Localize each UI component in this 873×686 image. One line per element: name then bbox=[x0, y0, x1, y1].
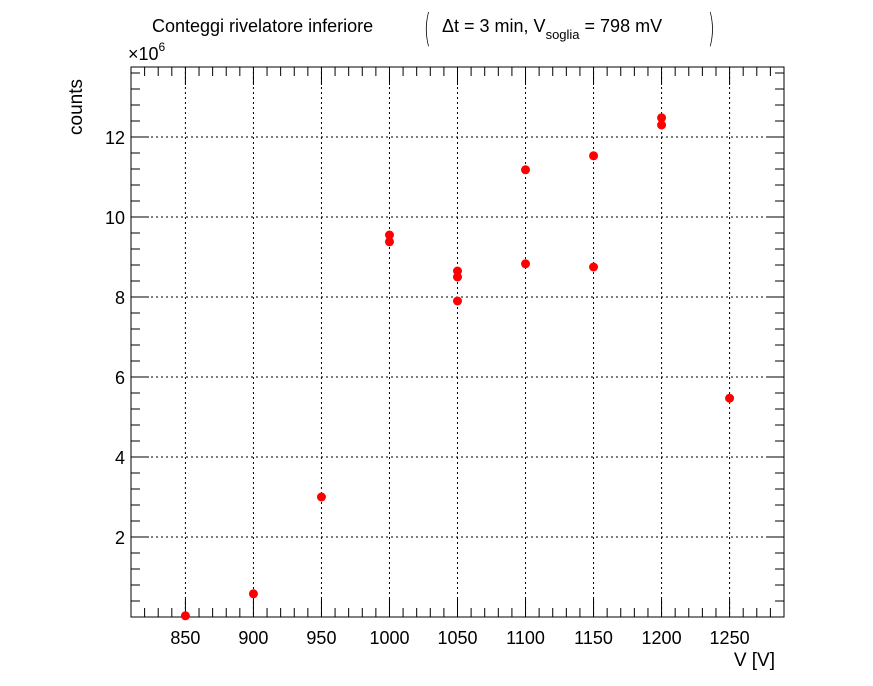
chart-title: Conteggi rivelatore inferiore bbox=[152, 16, 374, 36]
data-point bbox=[657, 113, 667, 123]
chart-subtitle: Δt = 3 min, Vsoglia = 798 mV bbox=[442, 16, 663, 42]
y-tick-label: 4 bbox=[115, 448, 125, 468]
y-tick-label: 8 bbox=[115, 288, 125, 308]
y-exponent-base: ×10 bbox=[128, 44, 159, 64]
y-tick-label: 12 bbox=[105, 128, 125, 148]
tick-labels-layer: 850 900 950 1000 1050 1100 1150 1200 1250 2 4 6 8 10 1… bbox=[105, 128, 750, 648]
data-point bbox=[521, 165, 531, 175]
right-paren-glyph: ) bbox=[708, 6, 715, 50]
chart-title-area: Conteggi rivelatore inferiore ( Δt = 3 m… bbox=[0, 6, 873, 60]
x-tick-label: 1050 bbox=[437, 628, 477, 648]
y-exponent-label: ×106 bbox=[128, 40, 166, 65]
y-exponent-power: 6 bbox=[158, 40, 166, 54]
data-point bbox=[384, 230, 394, 240]
data-point bbox=[589, 151, 599, 161]
x-tick-label: 1000 bbox=[369, 628, 409, 648]
data-point bbox=[725, 393, 735, 403]
subtitle-suffix: = 798 mV bbox=[579, 16, 663, 36]
x-tick-label: 1100 bbox=[506, 628, 545, 648]
x-tick-label: 950 bbox=[306, 628, 336, 648]
subtitle-subscript: soglia bbox=[545, 27, 580, 42]
grid-layer bbox=[131, 67, 784, 617]
data-point bbox=[589, 262, 599, 272]
ticks-layer bbox=[130, 67, 785, 618]
x-tick-label: 900 bbox=[238, 628, 268, 648]
data-point bbox=[453, 272, 462, 282]
x-tick-label: 1200 bbox=[642, 628, 682, 648]
left-paren-glyph: ( bbox=[424, 6, 431, 50]
data-point bbox=[248, 589, 258, 599]
y-tick-label: 6 bbox=[115, 368, 125, 388]
x-axis-label: V [V] bbox=[733, 650, 775, 671]
x-tick-label: 1150 bbox=[574, 628, 613, 648]
y-tick-label: 10 bbox=[105, 208, 125, 228]
data-point bbox=[521, 259, 531, 269]
data-point bbox=[384, 237, 394, 247]
data-point bbox=[453, 296, 462, 306]
data-points-layer bbox=[180, 113, 735, 621]
data-point bbox=[316, 492, 326, 502]
subtitle-prefix: Δt = 3 min, V bbox=[442, 16, 546, 36]
x-tick-label: 850 bbox=[170, 628, 200, 648]
x-tick-label: 1250 bbox=[710, 628, 750, 648]
data-point bbox=[657, 120, 667, 130]
plot-frame bbox=[130, 66, 785, 618]
data-point bbox=[180, 611, 190, 621]
y-tick-label: 2 bbox=[115, 528, 125, 548]
